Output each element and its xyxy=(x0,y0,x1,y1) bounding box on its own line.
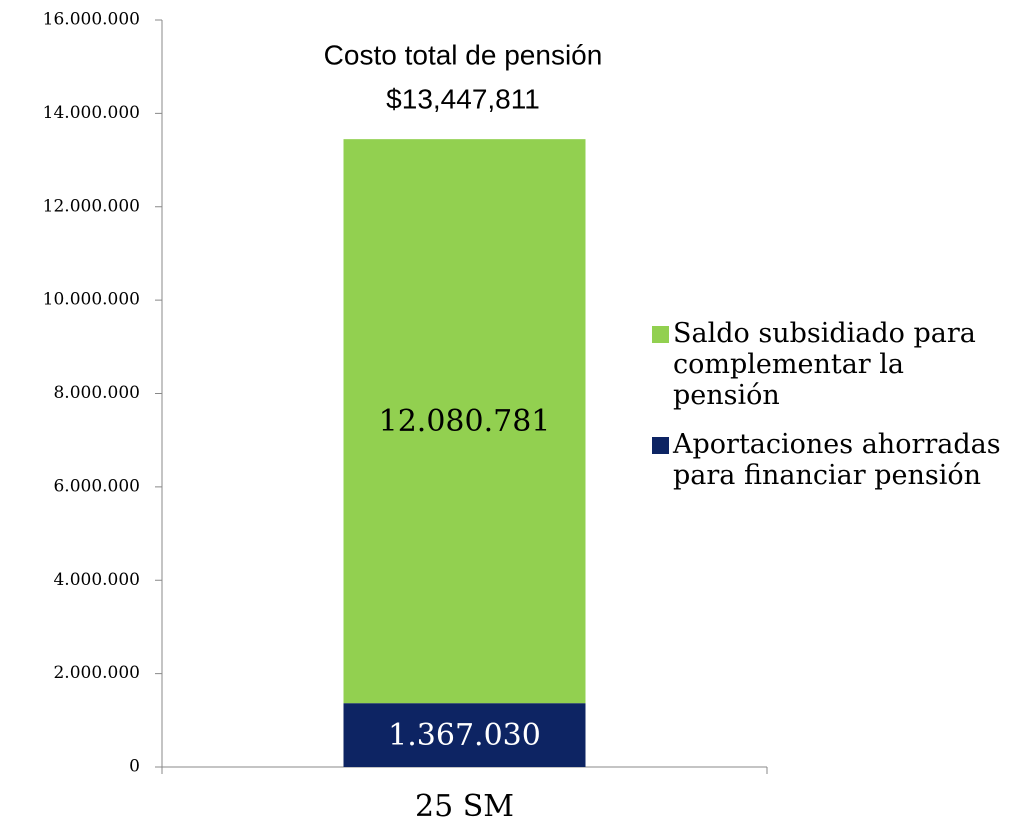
legend-label: Aportaciones ahorradas para financiar pe… xyxy=(673,429,1001,491)
y-tick-label: 6.000.000 xyxy=(53,476,140,496)
y-tick-label: 16.000.000 xyxy=(43,10,140,30)
legend-swatch xyxy=(652,326,669,343)
annotation: Costo total de pensión xyxy=(324,39,603,70)
data-label: 12.080.781 xyxy=(379,404,551,439)
y-tick-label: 8.000.000 xyxy=(53,383,140,403)
y-tick-label: 4.000.000 xyxy=(53,570,140,590)
y-tick-label: 10.000.000 xyxy=(43,290,140,310)
y-tick-label: 2.000.000 xyxy=(53,663,140,683)
y-tick-label: 14.000.000 xyxy=(43,103,140,123)
y-tick-label: 0 xyxy=(129,757,140,777)
data-label: 1.367.030 xyxy=(388,718,541,753)
x-tick-label: 25 SM xyxy=(415,789,514,824)
bar-segment xyxy=(343,139,586,704)
legend-item: Saldo subsidiado para complementar la pe… xyxy=(652,318,1012,411)
bar-segment xyxy=(343,703,586,767)
legend-swatch xyxy=(652,437,669,454)
legend-item: Aportaciones ahorradas para financiar pe… xyxy=(652,429,1012,491)
annotation: $13,447,811 xyxy=(386,83,540,114)
y-tick-label: 12.000.000 xyxy=(43,196,140,216)
legend-label: Saldo subsidiado para complementar la pe… xyxy=(673,318,976,411)
legend: Saldo subsidiado para complementar la pe… xyxy=(652,318,1012,509)
